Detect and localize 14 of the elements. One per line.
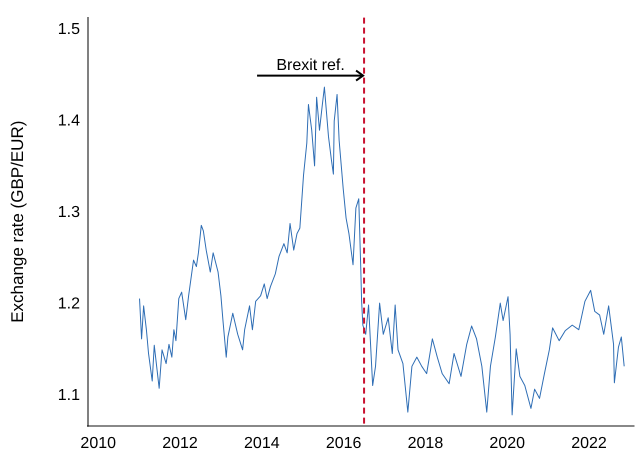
- y-tick-label: 1.2: [58, 295, 80, 312]
- x-tick-label: 2012: [162, 434, 198, 452]
- x-tick-label: 2016: [326, 434, 362, 452]
- x-tick-label: 2014: [244, 434, 280, 452]
- x-tick-label: 2020: [489, 434, 526, 452]
- x-tick-label: 2010: [80, 434, 116, 452]
- y-tick-label: 1.1: [58, 387, 80, 404]
- y-tick-label: 1.5: [58, 20, 80, 38]
- y-tick-label: 1.3: [58, 204, 80, 221]
- ref-line-label: Brexit ref.: [276, 57, 345, 74]
- y-tick-label: 1.4: [58, 112, 80, 130]
- y-axis-title: Exchange rate (GBP/EUR): [8, 120, 27, 323]
- x-tick-label: 2022: [571, 434, 607, 452]
- x-tick-label: 2018: [408, 434, 444, 452]
